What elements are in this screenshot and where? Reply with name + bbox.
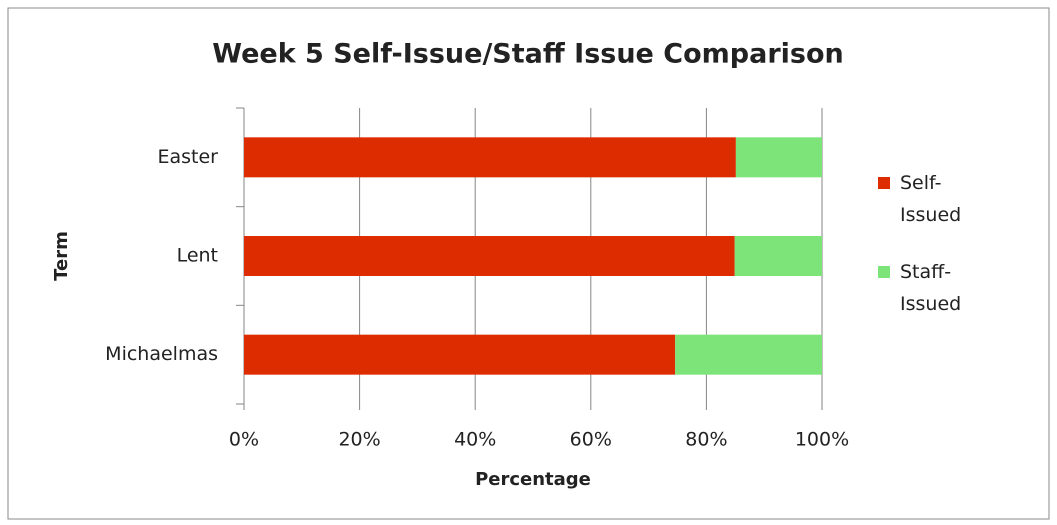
x-axis-label: Percentage: [475, 469, 591, 490]
chart-title: Week 5 Self-Issue/Staff Issue Comparison: [212, 39, 843, 70]
bar-segment: [244, 137, 736, 178]
x-tick-label: 0%: [229, 429, 259, 451]
x-tick-label: 60%: [570, 429, 612, 451]
bar-segment: [734, 236, 822, 276]
bar-segment: [244, 334, 676, 375]
bar-segment: [244, 236, 735, 276]
y-tick-label: Easter: [158, 146, 219, 168]
legend-label: Self-Issued: [900, 172, 961, 226]
legend-label: Staff-Issued: [900, 261, 961, 315]
x-tick-label: 100%: [795, 429, 849, 451]
legend-swatch: [878, 266, 890, 278]
y-axis-label: Term: [51, 231, 72, 281]
bar-segment: [675, 334, 822, 375]
y-tick-label: Lent: [177, 245, 218, 267]
bar-segment: [735, 137, 822, 178]
y-tick-label: Michaelmas: [105, 343, 218, 365]
legend-swatch: [878, 177, 890, 189]
x-tick-label: 40%: [454, 429, 496, 451]
x-tick-label: 80%: [685, 429, 727, 451]
x-tick-label: 20%: [338, 429, 380, 451]
